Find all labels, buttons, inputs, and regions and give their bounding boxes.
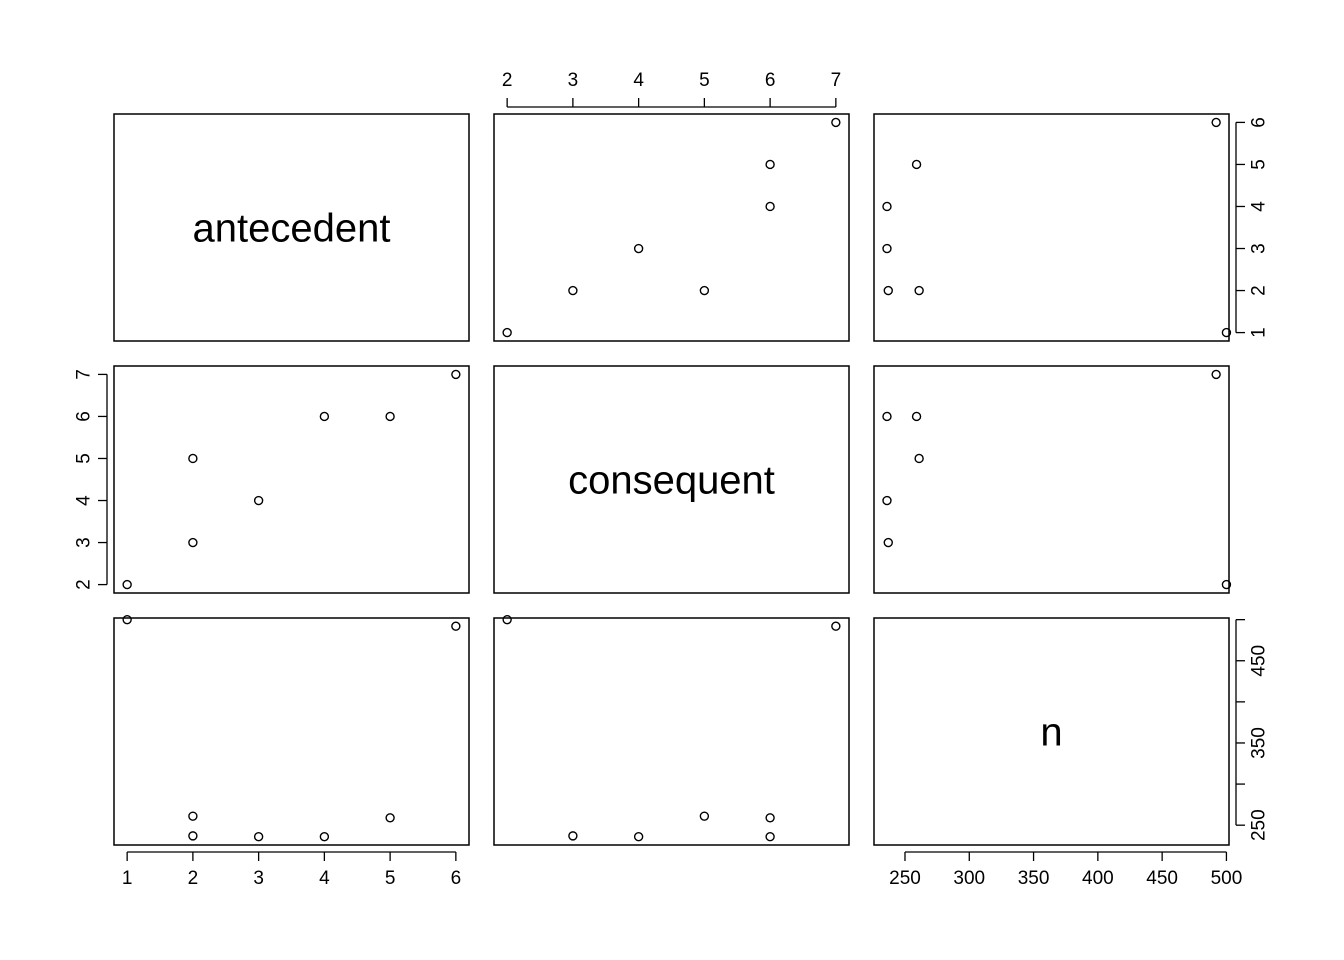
point-antecedent-vs-consequent-3: [633, 243, 644, 254]
tick-label-left-consequent-3: 5: [74, 453, 95, 464]
point-n-vs-consequent-3: [633, 831, 644, 842]
point-antecedent-vs-n-6: [1211, 117, 1221, 128]
tick-label-right-n-0: 250: [1249, 809, 1270, 841]
tick-label-bottom-antecedent-3: 4: [319, 868, 330, 889]
panel-consequent-vs-antecedent: [113, 365, 470, 594]
tick-label-bottom-antecedent-0: 1: [122, 868, 133, 889]
tick-label-right-n-1: 350: [1249, 727, 1270, 759]
point-antecedent-vs-n-2: [914, 285, 924, 296]
point-n-vs-antecedent-3: [253, 831, 264, 842]
point-consequent-vs-n-4: [882, 411, 892, 422]
tick-label-right-antecedent-0: 1: [1249, 327, 1270, 338]
point-n-vs-consequent-1: [568, 831, 578, 841]
point-consequent-vs-antecedent-3: [253, 495, 264, 506]
panel-consequent-vs-consequent: [493, 365, 850, 594]
tick-label-right-antecedent-1: 2: [1249, 285, 1270, 296]
tick-label-top-consequent-5: 7: [831, 70, 842, 91]
tick-label-bottom-antecedent-4: 5: [385, 868, 396, 889]
tick-label-left-consequent-0: 2: [74, 579, 95, 590]
point-n-vs-antecedent-6: [451, 621, 461, 631]
point-consequent-vs-antecedent-4: [319, 411, 330, 422]
point-n-vs-antecedent-4: [319, 831, 330, 842]
point-antecedent-vs-consequent-0: [502, 327, 512, 338]
point-consequent-vs-n-1: [883, 537, 893, 548]
tick-label-bottom-antecedent-2: 3: [253, 868, 264, 889]
tick-label-bottom-antecedent-1: 2: [188, 868, 199, 889]
point-n-vs-antecedent-5: [385, 813, 395, 823]
panel-antecedent-vs-consequent: [493, 113, 850, 342]
point-consequent-vs-n-3: [882, 495, 892, 506]
tick-label-bottom-n-5: 500: [1211, 868, 1243, 889]
tick-label-top-consequent-3: 5: [699, 70, 710, 91]
point-consequent-vs-antecedent-0: [122, 579, 132, 590]
point-consequent-vs-n-2: [914, 453, 924, 464]
diag-label-n: n: [1040, 711, 1062, 755]
tick-label-left-consequent-4: 6: [74, 411, 95, 422]
point-antecedent-vs-n-4: [882, 201, 892, 212]
point-n-vs-consequent-4: [765, 831, 775, 842]
tick-label-bottom-n-1: 300: [953, 868, 985, 889]
panel-frames: [113, 113, 1230, 846]
point-consequent-vs-n-5: [911, 411, 922, 422]
point-n-vs-antecedent-2: [188, 811, 198, 821]
diag-label-antecedent: antecedent: [193, 207, 391, 251]
point-consequent-vs-n-0: [1221, 579, 1232, 590]
tick-label-bottom-n-4: 450: [1146, 868, 1178, 889]
scatter-points: [122, 117, 1232, 842]
panel-consequent-vs-n: [873, 365, 1230, 594]
tick-label-right-n-2: 450: [1249, 645, 1270, 677]
point-n-vs-consequent-2: [699, 811, 710, 821]
panel-n-vs-consequent: [493, 617, 850, 846]
point-antecedent-vs-consequent-4: [765, 201, 775, 212]
point-consequent-vs-antecedent-2: [188, 453, 198, 464]
point-consequent-vs-antecedent-1: [188, 537, 198, 548]
panel-n-vs-antecedent: [113, 617, 470, 846]
tick-label-left-consequent-5: 7: [74, 369, 95, 380]
axes: 2 3 4 5 6 7 1 2 3 4 5 6 250 300 350 400 450 500 2 3 4 5 6 7 1 2 3 4…: [74, 70, 1270, 889]
tick-label-right-antecedent-4: 5: [1249, 159, 1270, 170]
tick-label-bottom-n-0: 250: [889, 868, 921, 889]
point-consequent-vs-n-6: [1211, 369, 1221, 380]
tick-label-right-antecedent-5: 6: [1249, 117, 1270, 128]
tick-label-right-antecedent-3: 4: [1249, 201, 1270, 212]
point-antecedent-vs-n-1: [883, 285, 893, 296]
panel-n-vs-n: [873, 617, 1230, 846]
panel-antecedent-vs-n: [873, 113, 1230, 342]
tick-label-right-antecedent-2: 3: [1249, 243, 1270, 254]
point-antecedent-vs-consequent-2: [699, 285, 710, 296]
point-n-vs-consequent-6: [831, 621, 841, 631]
tick-label-left-consequent-2: 4: [74, 495, 95, 506]
tick-label-top-consequent-0: 2: [502, 70, 513, 91]
point-consequent-vs-antecedent-6: [451, 369, 461, 380]
point-n-vs-consequent-5: [765, 813, 775, 823]
point-antecedent-vs-n-3: [882, 243, 892, 254]
diagonal-labels: antecedent consequent n: [193, 207, 1063, 755]
tick-label-top-consequent-4: 6: [765, 70, 776, 91]
tick-label-bottom-n-3: 400: [1082, 868, 1114, 889]
point-antecedent-vs-n-5: [911, 159, 922, 170]
point-n-vs-consequent-0: [502, 614, 512, 625]
point-n-vs-antecedent-1: [188, 831, 198, 841]
point-n-vs-antecedent-0: [122, 614, 132, 625]
point-consequent-vs-antecedent-5: [385, 411, 395, 422]
point-antecedent-vs-consequent-1: [568, 285, 578, 296]
tick-label-bottom-n-2: 350: [1018, 868, 1050, 889]
point-antecedent-vs-consequent-6: [831, 117, 841, 128]
tick-label-top-consequent-1: 3: [568, 70, 579, 91]
diag-label-consequent: consequent: [568, 459, 775, 503]
tick-label-bottom-antecedent-5: 6: [451, 868, 462, 889]
tick-label-left-consequent-1: 3: [74, 537, 95, 548]
point-antecedent-vs-consequent-5: [765, 159, 775, 170]
point-antecedent-vs-n-0: [1221, 327, 1232, 338]
panel-antecedent-vs-antecedent: [113, 113, 470, 342]
tick-label-top-consequent-2: 4: [633, 70, 644, 91]
